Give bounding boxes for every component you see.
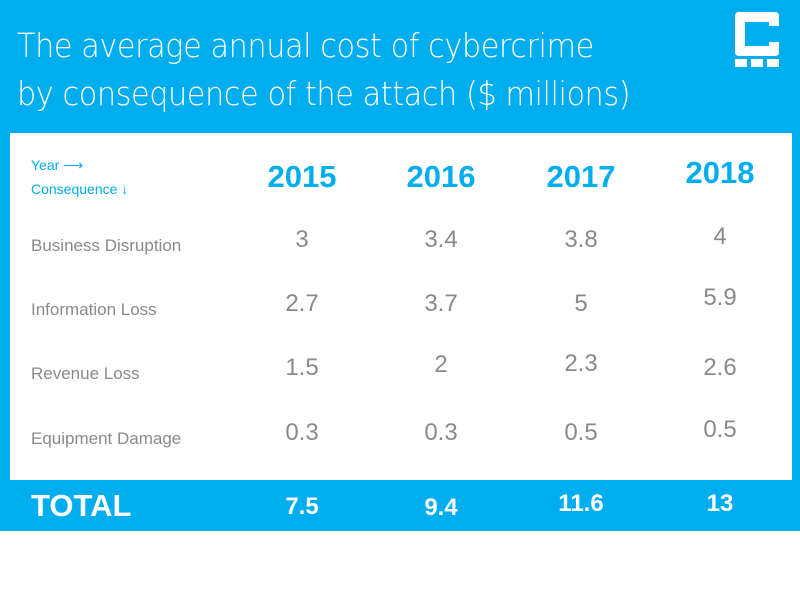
table-cell: 2.3 <box>564 350 598 377</box>
table-cell: 0.3 <box>285 419 319 446</box>
table-cell: 1.5 <box>285 354 319 381</box>
year-header: 2017 <box>546 159 616 194</box>
table-cell: 3.4 <box>424 226 458 253</box>
year-header: 2018 <box>685 155 755 190</box>
table-cell: 5.9 <box>703 284 737 311</box>
row-label: Equipment Damage <box>31 429 182 448</box>
table-cell: 4 <box>713 223 727 250</box>
table-cell: 2 <box>434 351 448 378</box>
logo-icon <box>735 12 779 67</box>
row-label: Business Disruption <box>31 236 182 255</box>
table-cell: 0.5 <box>564 419 598 446</box>
year-header: 2016 <box>406 159 476 194</box>
total-cell: 11.6 <box>558 490 604 517</box>
table-cell: 2.7 <box>285 290 319 317</box>
table-cell: 3 <box>295 226 309 253</box>
table-cell: 3.8 <box>564 226 598 253</box>
year-header: 2015 <box>267 159 337 194</box>
row-label: Revenue Loss <box>31 364 140 383</box>
table-cell: 5 <box>574 290 588 317</box>
title: The average annual cost of cybercrime by … <box>17 22 631 118</box>
row-label: Information Loss <box>31 300 157 319</box>
table-panel <box>10 133 792 480</box>
total-label: TOTAL <box>31 488 132 523</box>
total-cell: 9.4 <box>424 494 458 521</box>
table-cell: 0.3 <box>424 419 458 446</box>
title-line-2: by consequence of the attach ($ millions… <box>17 74 631 113</box>
title-line-1: The average annual cost of cybercrime <box>17 26 594 65</box>
col-header: Consequence ↓ <box>31 181 129 197</box>
table-cell: 0.5 <box>703 416 737 443</box>
table-cell: 3.7 <box>424 290 458 317</box>
total-cell: 13 <box>706 490 734 517</box>
row-header: Year ⟶ <box>31 157 84 173</box>
table-cell: 2.6 <box>703 354 737 381</box>
total-cell: 7.5 <box>285 493 319 520</box>
